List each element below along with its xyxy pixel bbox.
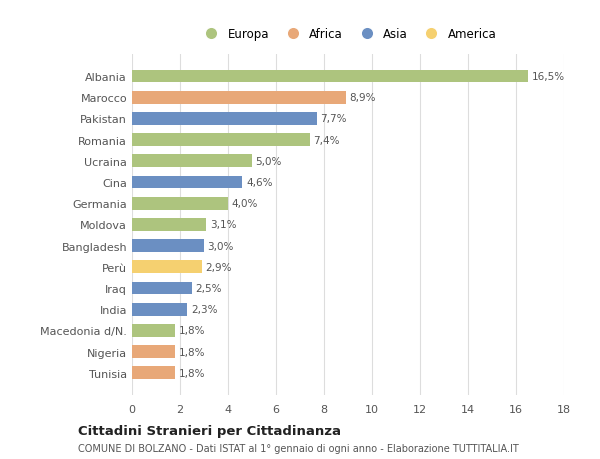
Bar xyxy=(132,176,242,189)
Bar xyxy=(132,346,175,358)
Text: 4,6%: 4,6% xyxy=(246,178,272,188)
Bar xyxy=(132,113,317,125)
Text: 8,9%: 8,9% xyxy=(349,93,376,103)
Bar xyxy=(132,240,204,252)
Text: Cittadini Stranieri per Cittadinanza: Cittadini Stranieri per Cittadinanza xyxy=(78,424,341,437)
Bar xyxy=(132,303,187,316)
Text: 1,8%: 1,8% xyxy=(179,368,205,378)
Bar xyxy=(132,367,175,379)
Bar xyxy=(132,325,175,337)
Bar xyxy=(132,282,192,295)
Text: 16,5%: 16,5% xyxy=(532,72,565,82)
Text: 3,0%: 3,0% xyxy=(208,241,234,251)
Bar xyxy=(132,197,228,210)
Legend: Europa, Africa, Asia, America: Europa, Africa, Asia, America xyxy=(194,23,502,46)
Bar xyxy=(132,155,252,168)
Bar xyxy=(132,92,346,104)
Bar xyxy=(132,134,310,147)
Text: COMUNE DI BOLZANO - Dati ISTAT al 1° gennaio di ogni anno - Elaborazione TUTTITA: COMUNE DI BOLZANO - Dati ISTAT al 1° gen… xyxy=(78,443,519,453)
Text: 3,1%: 3,1% xyxy=(210,220,236,230)
Text: 2,3%: 2,3% xyxy=(191,304,217,314)
Text: 1,8%: 1,8% xyxy=(179,326,205,336)
Bar xyxy=(132,71,528,83)
Text: 2,5%: 2,5% xyxy=(196,283,222,293)
Text: 2,9%: 2,9% xyxy=(205,262,232,272)
Text: 1,8%: 1,8% xyxy=(179,347,205,357)
Bar xyxy=(132,261,202,274)
Text: 7,4%: 7,4% xyxy=(313,135,340,146)
Text: 4,0%: 4,0% xyxy=(232,199,258,209)
Bar xyxy=(132,218,206,231)
Text: 7,7%: 7,7% xyxy=(320,114,347,124)
Text: 5,0%: 5,0% xyxy=(256,157,282,167)
